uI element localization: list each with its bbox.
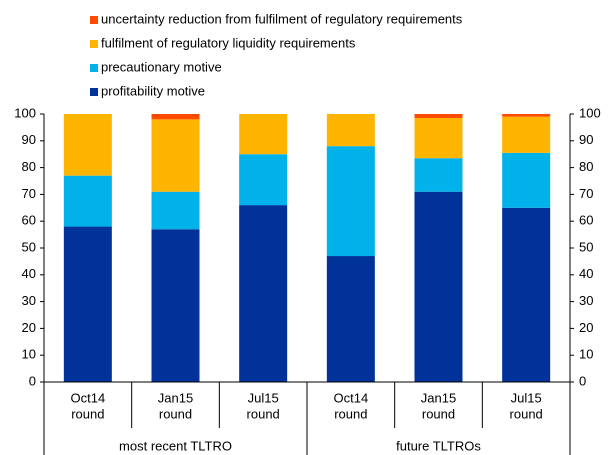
x-tick-label: Oct14 (333, 390, 368, 405)
x-tick-label: round (510, 406, 543, 421)
bar-segment (151, 229, 200, 382)
bar-segment (63, 226, 112, 382)
bar-segment (414, 191, 463, 382)
bar-segment (326, 114, 375, 147)
x-tick-label: Jul15 (248, 390, 279, 405)
bar-segment (239, 154, 288, 206)
x-tick-label: Jul15 (511, 390, 542, 405)
legend-swatch (90, 88, 98, 96)
y-tick-label: 30 (22, 293, 36, 308)
bar-segment (63, 175, 112, 227)
x-tick-label: round (71, 406, 104, 421)
x-tick-label: Jan15 (158, 390, 193, 405)
y2-tick-label: 60 (579, 213, 593, 228)
y-tick-label: 50 (22, 239, 36, 254)
legend-label: precautionary motive (101, 59, 222, 74)
x-tick-label: round (159, 406, 192, 421)
bar-segment (239, 205, 288, 382)
x-tick-label: round (247, 406, 280, 421)
y2-tick-label: 0 (579, 373, 586, 388)
y-tick-label: 20 (22, 320, 36, 335)
bar-segment (502, 152, 551, 208)
y-tick-label: 10 (22, 347, 36, 362)
legend-swatch (90, 64, 98, 72)
bar-segment (63, 114, 112, 176)
y2-tick-label: 80 (579, 159, 593, 174)
bar-segment (502, 207, 551, 382)
legend-label: profitability motive (101, 83, 205, 98)
y-tick-label: 0 (29, 373, 36, 388)
y-tick-label: 60 (22, 213, 36, 228)
x-tick-label: round (334, 406, 367, 421)
y2-tick-label: 70 (579, 186, 593, 201)
y2-tick-label: 10 (579, 347, 593, 362)
x-tick-label: Oct14 (70, 390, 105, 405)
y-tick-label: 100 (14, 105, 36, 120)
x-tick-label: round (422, 406, 455, 421)
legend-label: fulfilment of regulatory liquidity requi… (101, 35, 356, 50)
bar-segment (326, 146, 375, 257)
y-tick-label: 80 (22, 159, 36, 174)
bar-segment (502, 116, 551, 153)
legend-swatch (90, 40, 98, 48)
bar-segment (502, 114, 551, 117)
bar-segment (151, 191, 200, 230)
y-tick-label: 90 (22, 132, 36, 147)
bar-segment (326, 256, 375, 382)
y2-tick-label: 90 (579, 132, 593, 147)
y2-tick-label: 40 (579, 266, 593, 281)
group-label: most recent TLTRO (119, 438, 232, 453)
y2-tick-label: 100 (579, 105, 601, 120)
bar-segment (151, 114, 200, 120)
legend-swatch (90, 16, 98, 24)
y2-tick-label: 50 (579, 239, 593, 254)
x-tick-label: Jan15 (421, 390, 456, 405)
y2-tick-label: 30 (579, 293, 593, 308)
bar-segment (414, 118, 463, 159)
bar-segment (414, 158, 463, 192)
y2-tick-label: 20 (579, 320, 593, 335)
bar-segment (239, 114, 288, 155)
group-label: future TLTROs (396, 438, 481, 453)
bar-segment (414, 114, 463, 119)
bar-segment (151, 119, 200, 192)
y-tick-label: 40 (22, 266, 36, 281)
legend-label: uncertainty reduction from fulfilment of… (101, 11, 463, 26)
y-tick-label: 70 (22, 186, 36, 201)
